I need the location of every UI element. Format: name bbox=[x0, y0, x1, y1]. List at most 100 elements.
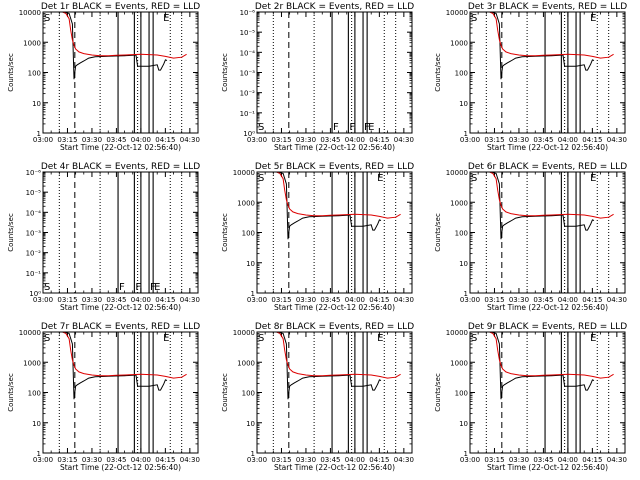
x-tick-label: 04:30 bbox=[394, 456, 414, 464]
y-tick-label: 1 bbox=[37, 130, 41, 138]
x-tick-label: 04:00 bbox=[558, 296, 578, 304]
x-tick-label: 04:15 bbox=[582, 296, 602, 304]
x-tick-label: 03:15 bbox=[271, 456, 291, 464]
x-tick-label: 03:45 bbox=[106, 456, 126, 464]
y-tick-label: 1000 bbox=[450, 199, 468, 207]
y-tick-label: 10⁻¹ bbox=[240, 110, 256, 118]
flag-label: S bbox=[44, 13, 50, 24]
y-tick-label: 100 bbox=[455, 230, 468, 238]
y-tick-label: 10⁻⁶ bbox=[26, 169, 42, 177]
y-tick-label: 1000 bbox=[237, 359, 255, 367]
y-tick-label: 10000 bbox=[19, 329, 41, 337]
flag-label: E bbox=[163, 13, 169, 24]
x-tick-label: 03:00 bbox=[247, 296, 267, 304]
panel-frame bbox=[469, 11, 626, 134]
x-tick-label: 03:30 bbox=[296, 296, 316, 304]
x-tick-label: 03:15 bbox=[57, 456, 77, 464]
lld-series-line bbox=[257, 332, 401, 379]
y-tick-label: 10000 bbox=[446, 329, 468, 337]
flag-label: F bbox=[349, 122, 355, 133]
x-tick-label: 04:00 bbox=[558, 136, 578, 144]
y-tick-label: 10⁻² bbox=[26, 250, 42, 258]
panel-7: Det 7r BLACK = Events, RED = LLD Counts/s… bbox=[7, 322, 200, 472]
panel-5: Det 5r BLACK = Events, RED = LLD Counts/s… bbox=[221, 162, 414, 312]
flag-label: E bbox=[590, 333, 596, 344]
y-tick-label: 100 bbox=[242, 390, 255, 398]
x-tick-label: 04:15 bbox=[155, 136, 175, 144]
flag-label: F bbox=[150, 282, 156, 293]
panel-title: Det 4r BLACK = Events, RED = LLD bbox=[41, 162, 200, 172]
y-tick-label: 1000 bbox=[450, 39, 468, 47]
x-tick-label: 04:30 bbox=[607, 296, 627, 304]
events-series-line bbox=[43, 12, 168, 80]
panel-title: Det 6r BLACK = Events, RED = LLD bbox=[468, 162, 627, 172]
x-tick-label: 04:00 bbox=[558, 456, 578, 464]
y-tick-label: 1 bbox=[464, 130, 468, 138]
panel-2: Det 2r BLACK = Events, RED = LLD Counts/s… bbox=[221, 2, 414, 152]
flag-label: E bbox=[163, 333, 169, 344]
lld-series-line bbox=[43, 12, 187, 59]
events-series-line bbox=[470, 172, 595, 240]
y-tick-label: 10 bbox=[32, 420, 41, 428]
x-tick-label: 04:15 bbox=[369, 296, 389, 304]
y-tick-label: 10000 bbox=[19, 9, 41, 17]
y-tick-label: 10 bbox=[459, 420, 468, 428]
panel-frame bbox=[469, 171, 626, 294]
panel-3: Det 3r BLACK = Events, RED = LLD Counts/s… bbox=[434, 2, 627, 152]
y-tick-label: 10000 bbox=[233, 329, 255, 337]
x-tick-label: 03:15 bbox=[271, 296, 291, 304]
y-axis-label: Counts/sec bbox=[434, 53, 442, 92]
y-tick-label: 1 bbox=[464, 290, 468, 298]
flag-label: E bbox=[590, 173, 596, 184]
x-tick-label: 04:15 bbox=[582, 456, 602, 464]
flag-label: F bbox=[135, 282, 141, 293]
flag-label: S bbox=[44, 282, 50, 293]
x-tick-label: 04:30 bbox=[394, 136, 414, 144]
panel-title: Det 8r BLACK = Events, RED = LLD bbox=[255, 322, 414, 332]
flag-label: S bbox=[44, 333, 50, 344]
x-tick-label: 03:45 bbox=[106, 136, 126, 144]
x-tick-label: 03:45 bbox=[533, 456, 553, 464]
x-tick-label: 03:30 bbox=[509, 136, 529, 144]
y-tick-label: 1000 bbox=[237, 199, 255, 207]
x-tick-label: 03:00 bbox=[247, 136, 267, 144]
flag-label: E bbox=[368, 122, 374, 133]
y-tick-label: 10⁰ bbox=[243, 130, 255, 138]
y-tick-label: 1 bbox=[251, 450, 255, 458]
y-tick-label: 10⁻⁶ bbox=[240, 9, 256, 17]
x-tick-label: 03:45 bbox=[106, 296, 126, 304]
y-tick-label: 10 bbox=[32, 100, 41, 108]
x-tick-label: 03:00 bbox=[247, 456, 267, 464]
x-tick-label: 03:15 bbox=[271, 136, 291, 144]
y-tick-label: 10⁻⁴ bbox=[240, 49, 256, 57]
y-tick-label: 1000 bbox=[23, 39, 41, 47]
x-tick-label: 03:30 bbox=[509, 456, 529, 464]
x-tick-label: 04:00 bbox=[345, 296, 365, 304]
x-tick-label: 04:15 bbox=[369, 456, 389, 464]
panel-1: Det 1r BLACK = Events, RED = LLD Counts/s… bbox=[7, 2, 200, 152]
x-tick-label: 04:30 bbox=[394, 296, 414, 304]
x-tick-label: 03:45 bbox=[533, 296, 553, 304]
x-tick-label: 04:30 bbox=[607, 136, 627, 144]
panel-9: Det 9r BLACK = Events, RED = LLD Counts/s… bbox=[434, 322, 627, 472]
x-tick-label: 03:15 bbox=[484, 136, 504, 144]
y-tick-label: 100 bbox=[28, 390, 41, 398]
y-tick-label: 10⁻³ bbox=[240, 70, 256, 78]
x-tick-label: 04:30 bbox=[180, 136, 200, 144]
lld-series-line bbox=[470, 332, 614, 379]
y-axis-label: Counts/sec bbox=[434, 213, 442, 252]
x-tick-label: 03:00 bbox=[460, 136, 480, 144]
x-tick-label: 04:00 bbox=[345, 136, 365, 144]
flag-label: S bbox=[471, 333, 477, 344]
flag-label: S bbox=[471, 13, 477, 24]
x-tick-label: 03:45 bbox=[320, 456, 340, 464]
x-tick-label: 03:15 bbox=[484, 456, 504, 464]
y-tick-label: 10⁻¹ bbox=[26, 270, 42, 278]
x-axis-label: Start Time (22-Oct-12 02:56:40) bbox=[60, 303, 181, 312]
x-tick-label: 03:00 bbox=[33, 136, 53, 144]
x-tick-label: 03:00 bbox=[33, 296, 53, 304]
panel-title: Det 1r BLACK = Events, RED = LLD bbox=[41, 2, 200, 12]
panel-8: Det 8r BLACK = Events, RED = LLD Counts/s… bbox=[221, 322, 414, 472]
y-tick-label: 1 bbox=[464, 450, 468, 458]
panel-4: Det 4r BLACK = Events, RED = LLD Counts/s… bbox=[7, 162, 200, 312]
